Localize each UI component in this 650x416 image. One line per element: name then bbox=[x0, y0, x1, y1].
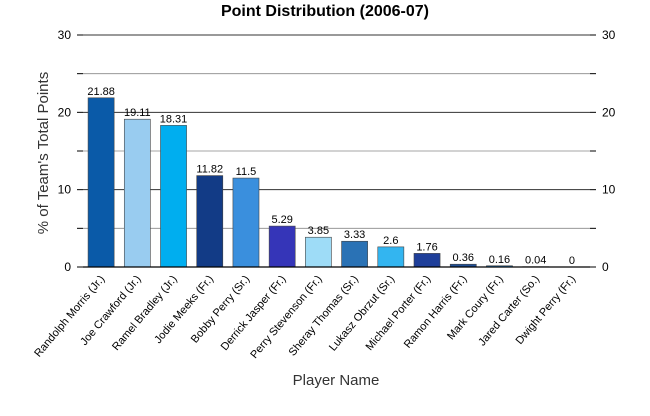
gridlines bbox=[83, 34, 590, 268]
data-label: 0.36 bbox=[453, 252, 474, 264]
bar bbox=[377, 246, 405, 268]
bar bbox=[123, 118, 151, 268]
bar bbox=[196, 175, 224, 268]
bar bbox=[413, 253, 441, 268]
category-label: Sheray Thomas (Sr.) bbox=[287, 273, 361, 358]
category-label: Michael Porter (Fr.) bbox=[364, 273, 434, 353]
chart-title: Point Distribution (2006-07) bbox=[221, 3, 429, 20]
data-label: 2.6 bbox=[383, 235, 398, 247]
data-label: 18.31 bbox=[160, 113, 188, 125]
data-label: 0 bbox=[569, 255, 575, 267]
data-label: 3.85 bbox=[308, 225, 329, 237]
y-tick-label-left: 30 bbox=[58, 28, 72, 42]
category-label: Ramon Harris (Fr.) bbox=[402, 273, 470, 350]
bar bbox=[232, 177, 260, 268]
bars: 21.88 19.11 18.31 11.82 11.5 5.29 3.85 3.33 2.6 1… bbox=[87, 86, 575, 268]
data-label: 0.04 bbox=[525, 255, 546, 267]
data-label: 19.11 bbox=[124, 107, 151, 119]
category-label: Ramel Bradley (Jr.) bbox=[110, 273, 180, 353]
bar bbox=[87, 97, 115, 268]
category-label: Perry Stevenson (Fr.) bbox=[248, 273, 324, 361]
y-tick-label-left: 10 bbox=[58, 183, 72, 197]
y-axis-right: 0 10 20 30 bbox=[590, 28, 616, 274]
y-tick-label-right: 20 bbox=[602, 105, 616, 119]
category-label: Lukasz Obrzut (Sr.) bbox=[327, 273, 397, 353]
x-axis-title: Player Name bbox=[293, 372, 380, 389]
y-tick-label-left: 0 bbox=[64, 260, 71, 274]
data-label: 11.5 bbox=[236, 166, 257, 178]
y-tick-label-right: 0 bbox=[602, 260, 609, 274]
data-label: 0.16 bbox=[489, 254, 510, 266]
bar bbox=[268, 225, 296, 268]
data-label: 5.29 bbox=[271, 214, 292, 226]
category-label: Derrick Jasper (Fr.) bbox=[219, 273, 289, 353]
y-axis-left: 0 10 20 30 bbox=[58, 28, 83, 274]
data-label: 3.33 bbox=[344, 229, 365, 241]
y-tick-label-right: 10 bbox=[602, 183, 616, 197]
y-tick-label-right: 30 bbox=[602, 28, 616, 42]
x-axis: Randolph Morris (Jr.)Joe Crawford (Jr.)R… bbox=[32, 266, 590, 361]
data-label: 11.82 bbox=[196, 164, 223, 176]
y-axis-title: % of Team's Total Points bbox=[35, 72, 52, 234]
category-label: Randolph Morris (Jr.) bbox=[32, 273, 107, 359]
bar bbox=[341, 240, 368, 268]
data-label: 1.76 bbox=[416, 241, 437, 253]
y-tick-label-left: 20 bbox=[58, 105, 72, 119]
data-label: 21.88 bbox=[87, 86, 115, 98]
bar bbox=[305, 236, 332, 268]
bar bbox=[160, 125, 187, 268]
